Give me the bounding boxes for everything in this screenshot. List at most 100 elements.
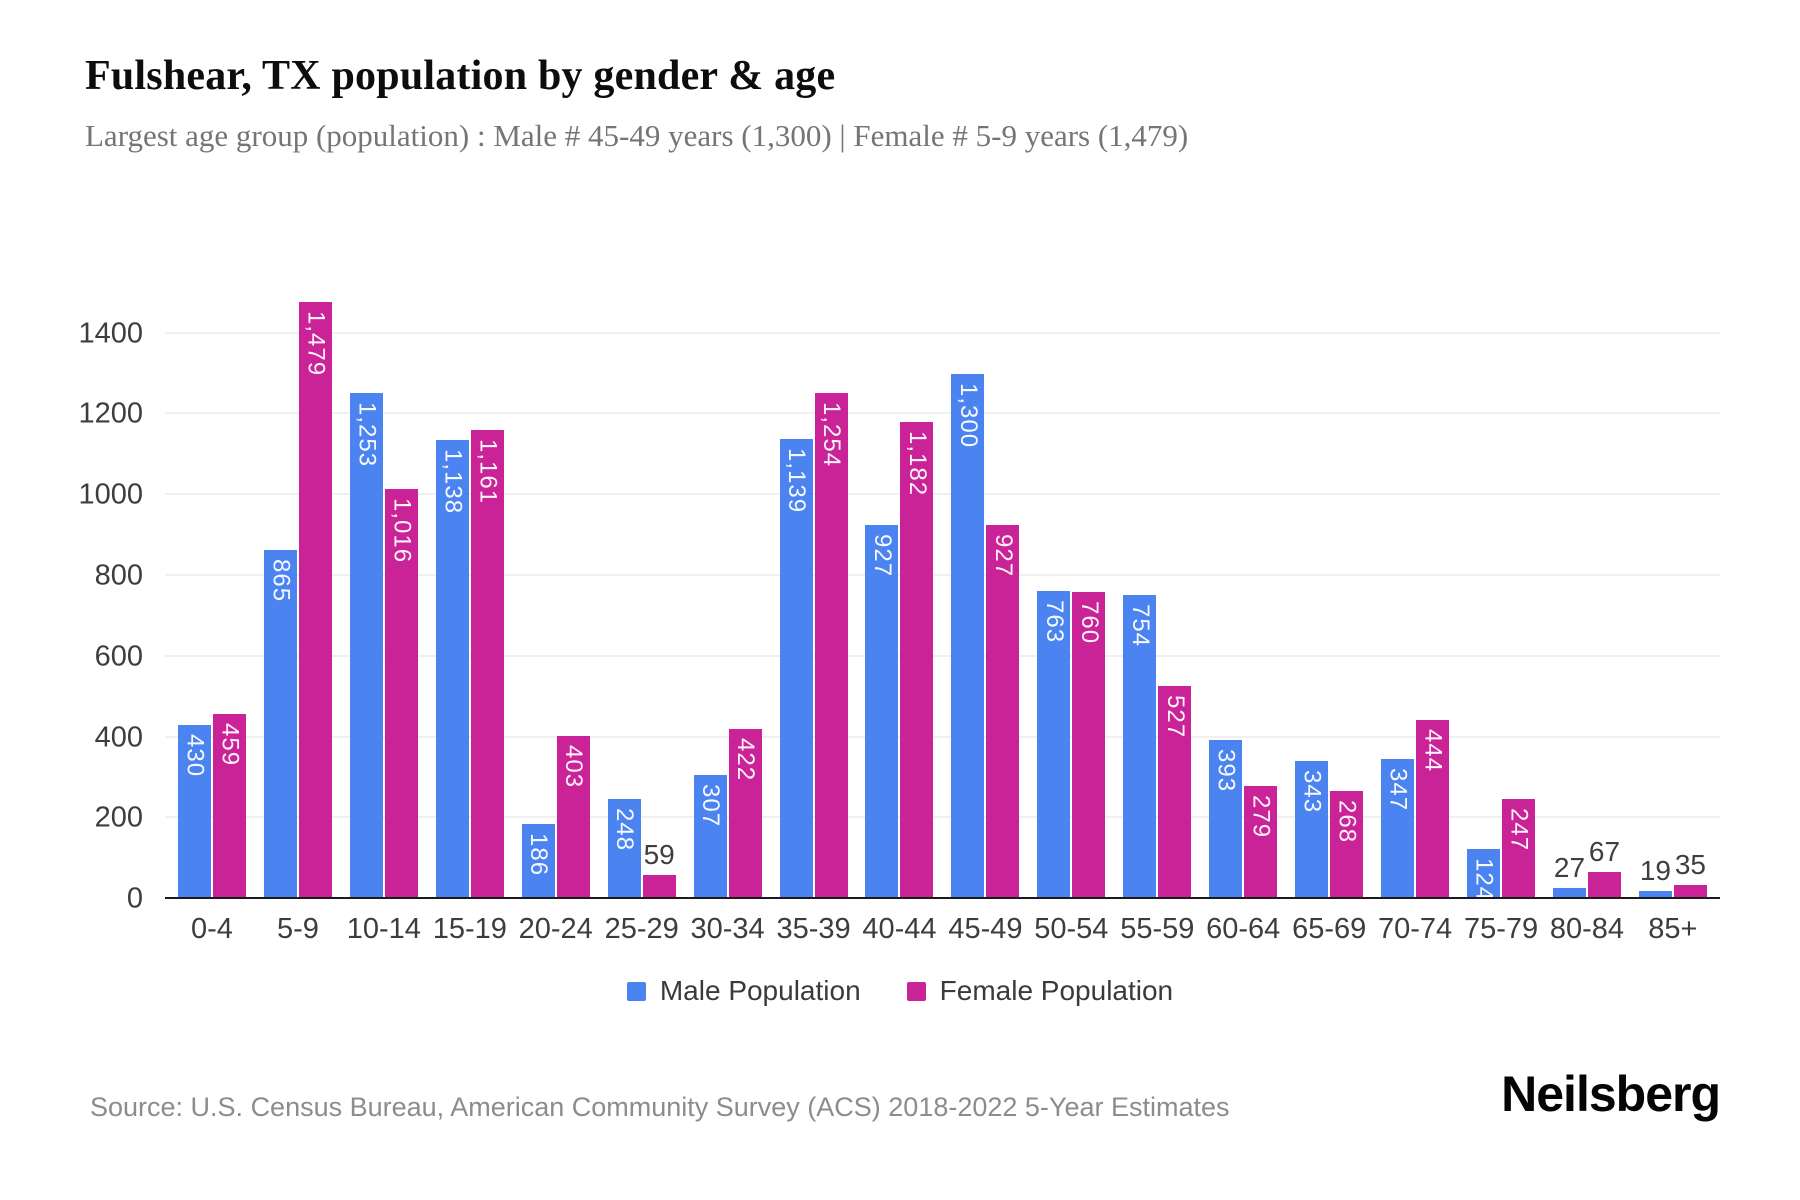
population-bar-chart: 0 200 400 600 800 1000 1200 1400 430 459 0-4 865 1,4… xyxy=(78,259,1720,945)
legend-label: Female Population xyxy=(939,975,1174,1006)
bar-female-50-54: 760 xyxy=(1072,592,1106,899)
bar-female-45-49: 927 xyxy=(986,524,1020,899)
y-axis-tick-label: 200 xyxy=(94,801,143,834)
bar-male-20-24: 186 xyxy=(521,823,555,899)
bar-pair: 124 247 xyxy=(1467,799,1536,901)
x-axis-tick-label: 85+ xyxy=(1648,913,1698,945)
bar-value-label: 422 xyxy=(732,737,760,781)
neilsberg-logo: Neilsberg xyxy=(1501,1066,1721,1122)
bar-pair: 1,139 1,254 xyxy=(779,392,848,899)
bar-value-label: 1,138 xyxy=(439,448,467,514)
legend-item-male: Male Population xyxy=(626,975,861,1007)
x-axis-tick-label: 35-39 xyxy=(776,913,851,945)
bar-pair: 1,300 927 xyxy=(951,374,1020,899)
bar-value-label: 527 xyxy=(1161,695,1189,739)
bar-pair: 1,138 1,161 xyxy=(435,430,504,899)
bar-group-25-29: 248 59 25-29 xyxy=(599,259,685,945)
bar-value-label: 67 xyxy=(1588,835,1621,867)
bar-group-30-34: 307 422 30-34 xyxy=(685,259,771,945)
bar-group-75-79: 124 247 75-79 xyxy=(1458,259,1544,945)
bar-pair: 927 1,182 xyxy=(865,421,934,899)
bar-value-label: 186 xyxy=(525,832,553,876)
bar-pair: 27 67 xyxy=(1552,836,1621,899)
bar-male-85+: 19 xyxy=(1638,855,1672,899)
gridline xyxy=(165,816,1720,819)
bar-group-40-44: 927 1,182 40-44 xyxy=(857,259,943,945)
bar-value-label: 248 xyxy=(611,807,639,851)
bar-group-45-49: 1,300 927 45-49 xyxy=(942,259,1028,945)
bar-female-20-24: 403 xyxy=(556,736,590,899)
x-axis-tick-label: 40-44 xyxy=(862,913,937,945)
bar-female-35-39: 1,254 xyxy=(814,392,848,899)
bar-pair: 393 279 xyxy=(1209,740,1278,899)
bar-value-label: 247 xyxy=(1505,808,1533,852)
bar-male-65-69: 343 xyxy=(1295,760,1329,899)
legend-swatch-icon xyxy=(626,981,646,1001)
gridline xyxy=(165,493,1720,496)
bar-pair: 430 459 xyxy=(177,713,246,899)
y-axis-tick-label: 800 xyxy=(94,559,143,592)
bar-value-label: 19 xyxy=(1639,855,1671,887)
bar-pair: 763 760 xyxy=(1037,590,1106,899)
bar-value-label: 1,016 xyxy=(388,497,416,563)
gridline xyxy=(165,654,1720,657)
x-axis-tick-label: 0-4 xyxy=(191,913,233,945)
x-axis-tick-label: 80-84 xyxy=(1549,913,1625,945)
bar-pair: 1,253 1,016 xyxy=(349,393,418,899)
x-axis-tick-label: 55-59 xyxy=(1120,913,1195,945)
x-axis-tick-label: 20-24 xyxy=(518,913,593,945)
bar-female-25-29: 59 xyxy=(642,839,676,899)
x-axis-tick-label: 75-79 xyxy=(1463,913,1539,945)
bar-group-5-9: 865 1,479 5-9 xyxy=(255,259,341,945)
bar-group-85+: 19 35 85+ xyxy=(1630,259,1716,945)
y-axis-tick-label: 600 xyxy=(94,640,143,673)
bar-value-label: 1,161 xyxy=(474,439,502,505)
bar-female-15-19: 1,161 xyxy=(470,430,504,899)
x-axis-line xyxy=(165,897,1720,899)
bar-male-75-79: 124 xyxy=(1467,848,1501,901)
bar-value-label: 124 xyxy=(1470,857,1498,901)
bar-value-label: 1,479 xyxy=(302,310,330,376)
bar-male-50-54: 763 xyxy=(1037,590,1071,899)
chart-header: Fulshear, TX population by gender & age … xyxy=(0,0,1800,154)
bar-male-30-34: 307 xyxy=(693,775,727,899)
bar-female-85+: 35 xyxy=(1673,849,1707,899)
bar-value-label: 927 xyxy=(989,533,1017,577)
y-axis-tick-label: 1200 xyxy=(78,397,143,430)
bar-value-label: 307 xyxy=(697,784,725,828)
bar-value-label: 430 xyxy=(181,734,209,778)
bar-male-25-29: 248 xyxy=(607,798,641,899)
bar-groups: 430 459 0-4 865 1,479 5-9 1,253 1,016 10-14 1,138… xyxy=(165,259,1720,945)
bar-group-10-14: 1,253 1,016 10-14 xyxy=(341,259,427,945)
gridline xyxy=(165,412,1720,415)
bar-value-label: 268 xyxy=(1333,799,1361,843)
chart-subtitle: Largest age group (population) : Male # … xyxy=(85,118,1189,153)
bar-female-60-64: 279 xyxy=(1244,786,1278,899)
page-title: Fulshear, TX population by gender & age xyxy=(85,53,836,99)
bar-value-label: 1,182 xyxy=(903,430,931,496)
legend-label: Male Population xyxy=(659,975,861,1006)
bar-group-55-59: 754 527 55-59 xyxy=(1114,259,1200,945)
bar-value-label: 1,300 xyxy=(954,383,982,449)
bar-value-label: 754 xyxy=(1126,603,1154,647)
bar-value-label: 343 xyxy=(1298,769,1326,813)
bar-group-60-64: 393 279 60-64 xyxy=(1200,259,1286,945)
x-axis-tick-label: 60-64 xyxy=(1206,913,1281,945)
bar-value-label: 927 xyxy=(868,533,896,577)
source-note: Source: U.S. Census Bureau, American Com… xyxy=(90,1092,1230,1122)
x-axis-tick-label: 25-29 xyxy=(604,913,679,945)
bar-group-50-54: 763 760 50-54 xyxy=(1028,259,1114,945)
bar-female-65-69: 268 xyxy=(1330,790,1364,899)
bar-group-15-19: 1,138 1,161 15-19 xyxy=(427,259,513,945)
bar-value-label: 279 xyxy=(1247,795,1275,839)
bar-male-55-59: 754 xyxy=(1123,594,1157,899)
bar-pair: 19 35 xyxy=(1638,849,1707,899)
legend-swatch-icon xyxy=(906,981,926,1001)
bar-female-5-9: 1,479 xyxy=(298,301,332,899)
bar-pair: 186 403 xyxy=(521,736,590,899)
bar-female-55-59: 527 xyxy=(1158,686,1192,899)
bar-group-65-69: 343 268 65-69 xyxy=(1286,259,1372,945)
bar-group-0-4: 430 459 0-4 xyxy=(169,259,255,945)
bar-value-label: 347 xyxy=(1384,767,1412,811)
